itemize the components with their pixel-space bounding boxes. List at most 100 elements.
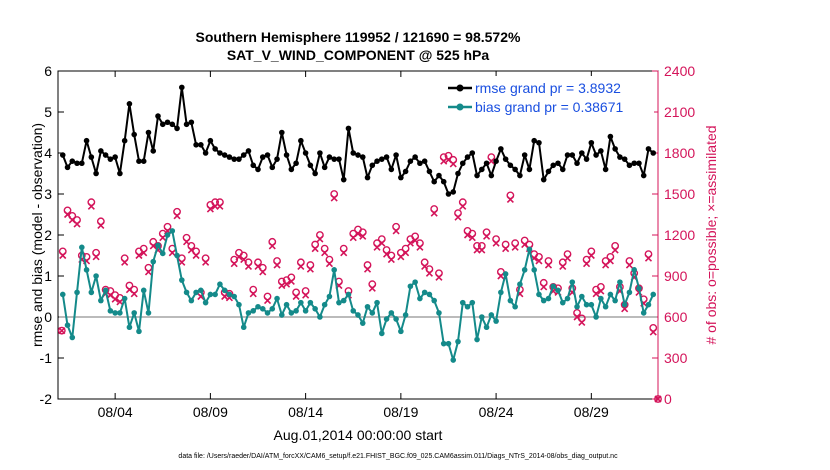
bias-point xyxy=(126,324,133,331)
obs-assimilated-point xyxy=(244,262,253,270)
y-tick-label-left: 1 xyxy=(44,268,52,284)
rmse-point xyxy=(436,172,442,179)
bias-point xyxy=(536,291,542,298)
bias-point xyxy=(326,293,333,300)
bias-point xyxy=(474,336,480,343)
axis-ticks: 08/04 08/09 08/14 08/19 08/24 08/29 -2 -1 0 1 2 3 4 5… xyxy=(40,63,696,420)
rmse-point xyxy=(98,148,104,154)
bias-point xyxy=(483,324,490,331)
legend-rmse-label: rmse grand pr = 3.8932 xyxy=(475,80,621,96)
obs-assimilated-point xyxy=(592,290,600,298)
y-tick-label-right: 1800 xyxy=(664,145,695,161)
bias-point xyxy=(369,310,376,316)
rmse-point xyxy=(512,166,518,173)
rmse-point xyxy=(574,160,580,167)
rmse-point xyxy=(317,150,323,156)
obs-assimilated-point xyxy=(644,254,653,262)
rmse-point xyxy=(226,154,233,160)
rmse-point xyxy=(298,137,304,144)
rmse-point xyxy=(331,156,337,162)
bias-point xyxy=(131,310,137,316)
rmse-point xyxy=(588,139,595,146)
rmse-point xyxy=(607,133,614,140)
bias-point xyxy=(521,267,528,273)
bias-point xyxy=(317,314,323,320)
rmse-point xyxy=(631,160,637,167)
obs-assimilated-point xyxy=(206,205,214,213)
bias-point xyxy=(64,322,71,329)
bias-point xyxy=(431,297,437,304)
rmse-point xyxy=(488,172,495,179)
rmse-point xyxy=(302,150,309,156)
obs-assimilated-point xyxy=(292,292,300,301)
obs-assimilated-point xyxy=(540,283,548,291)
bias-point xyxy=(602,303,609,310)
rmse-point xyxy=(259,154,266,160)
bias-point xyxy=(140,287,147,294)
bias-point xyxy=(421,289,428,296)
bias-point xyxy=(517,281,523,288)
obs-assimilated-point xyxy=(340,249,348,257)
obs-assimilated-point xyxy=(606,257,614,265)
bias-point xyxy=(350,308,357,314)
obs-assimilated-point xyxy=(363,265,372,273)
bias-point xyxy=(236,301,242,308)
rmse-point xyxy=(245,148,252,154)
plot-area xyxy=(57,70,659,400)
y-axis-left-label: rmse and bias (model - observation) xyxy=(29,123,45,347)
rmse-series-layer xyxy=(59,84,657,197)
rmse-point xyxy=(483,160,490,167)
obs-assimilated-point xyxy=(321,249,329,257)
bias-point xyxy=(345,291,352,298)
x-tick-label: 08/29 xyxy=(574,404,609,420)
obs-assimilated-point xyxy=(58,327,66,335)
bias-point xyxy=(198,287,204,294)
bias-point xyxy=(445,340,452,347)
bias-point xyxy=(217,281,223,288)
bias-point xyxy=(650,291,657,298)
bias-point xyxy=(564,295,571,302)
bias-point xyxy=(283,301,290,308)
obs-assimilated-point xyxy=(144,268,153,276)
rmse-point xyxy=(393,152,399,158)
obs-assimilated-point xyxy=(173,212,181,220)
bias-point xyxy=(379,330,385,337)
rmse-point xyxy=(545,168,552,175)
bias-point xyxy=(355,312,361,318)
obs-assimilated-point xyxy=(249,290,257,298)
rmse-point xyxy=(621,156,628,162)
rmse-point xyxy=(407,158,414,164)
bias-point xyxy=(93,273,99,279)
rmse-point xyxy=(150,148,157,154)
rmse-point xyxy=(140,158,147,164)
obs-assimilated-point xyxy=(502,245,510,253)
bias-point xyxy=(79,244,85,251)
bias-point xyxy=(259,306,266,312)
bias-point xyxy=(612,297,618,304)
bias-point xyxy=(298,299,304,306)
bias-point xyxy=(455,338,461,345)
bias-point xyxy=(469,299,476,306)
rmse-point xyxy=(359,154,366,160)
rmse-point xyxy=(498,146,504,152)
rmse-point xyxy=(179,84,185,91)
rmse-point xyxy=(59,152,66,158)
rmse-point xyxy=(236,156,242,162)
obs-assimilated-point xyxy=(330,194,338,202)
bias-point xyxy=(393,316,399,322)
rmse-point xyxy=(79,160,85,167)
rmse-point xyxy=(412,154,418,160)
obs-possible-point xyxy=(57,326,66,335)
obs-assimilated-point xyxy=(449,160,457,168)
bias-point xyxy=(264,310,271,316)
obs-assimilated-point xyxy=(202,258,210,266)
obs-assimilated-point xyxy=(97,221,105,229)
obs-assimilated-point xyxy=(368,284,376,292)
legend-rmse-marker xyxy=(456,84,464,92)
bias-point xyxy=(607,291,614,298)
bias-point xyxy=(531,267,537,273)
bias-point xyxy=(293,308,299,314)
rmse-point xyxy=(283,152,290,158)
bias-point xyxy=(164,232,171,238)
y-tick-label-left: 6 xyxy=(44,63,52,79)
